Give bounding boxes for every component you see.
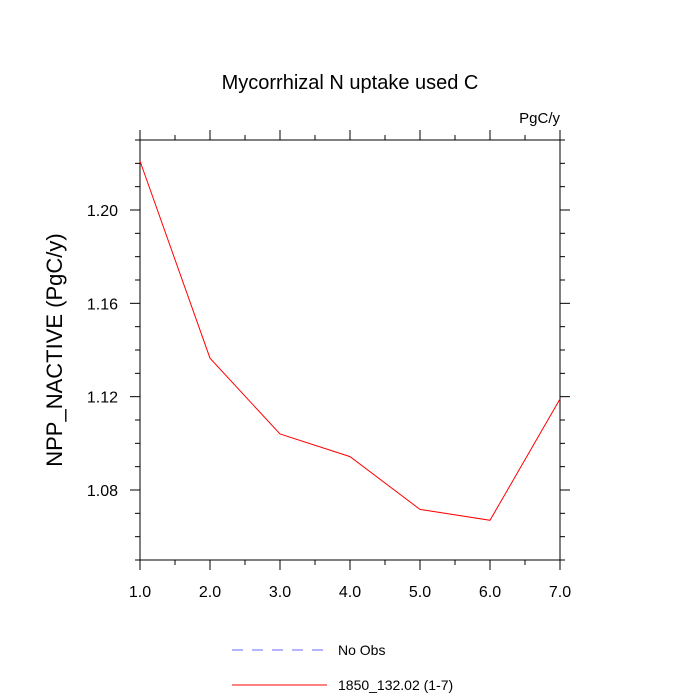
- tick-labels: 1.0 2.0 3.0 4.0 5.0 6.0 7.0 1.08 1.12 1.16 1.20: [87, 203, 571, 601]
- legend-label: No Obs: [338, 642, 385, 658]
- series-group: [139, 160, 561, 521]
- x-tick-label: 1.0: [129, 584, 151, 601]
- units-label: PgC/y: [519, 110, 560, 127]
- y-tick-label: 1.20: [87, 203, 118, 220]
- chart-title: Mycorrhizal N uptake used C: [222, 72, 479, 94]
- x-tick-label: 5.0: [409, 584, 431, 601]
- y-tick-label: 1.08: [87, 483, 118, 500]
- x-tick-label: 6.0: [479, 584, 501, 601]
- x-tick-label: 3.0: [269, 584, 291, 601]
- legend: No Obs 1850_132.02 (1-7): [232, 642, 453, 693]
- x-tick-label: 4.0: [339, 584, 361, 601]
- x-tick-label: 7.0: [549, 584, 571, 601]
- legend-label: 1850_132.02 (1-7): [338, 677, 453, 693]
- y-axis-label: NPP_NACTIVE (PgC/y): [42, 233, 67, 467]
- y-tick-label: 1.12: [87, 390, 118, 407]
- plot-frame: [139, 139, 561, 561]
- series-line: [139, 160, 561, 521]
- x-tick-label: 2.0: [199, 584, 221, 601]
- axis-ticks: [130, 130, 570, 570]
- y-tick-label: 1.16: [87, 296, 118, 313]
